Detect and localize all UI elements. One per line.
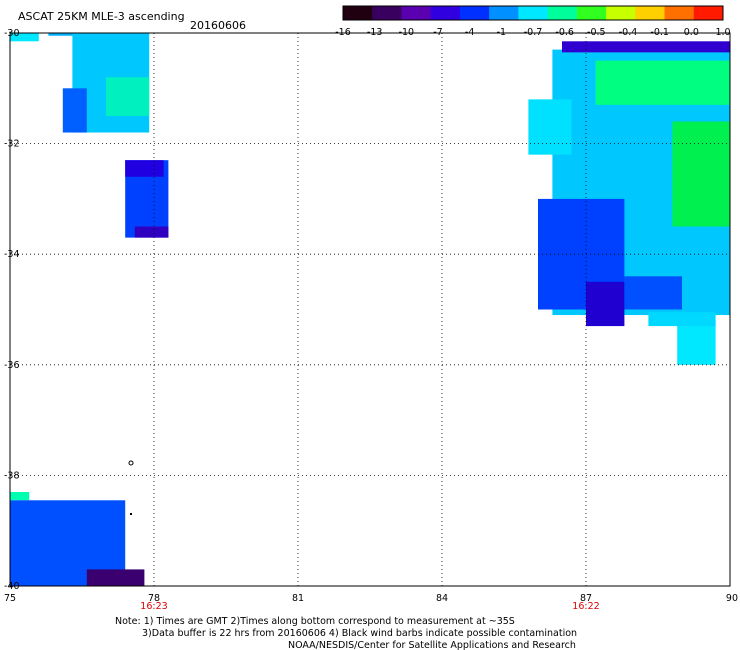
colorbar-swatch xyxy=(343,6,373,20)
colorbar-swatch xyxy=(430,6,461,20)
swath-sw-cyan xyxy=(10,491,30,501)
swath-east-blue2 xyxy=(624,276,682,310)
colorbar-swatch xyxy=(401,6,432,20)
colorbar-swatch xyxy=(372,6,402,20)
product-date: 20160606 xyxy=(190,19,246,32)
lat-lon-grid xyxy=(10,33,730,586)
longitude-label: 87 xyxy=(580,593,592,604)
pass-time-label: 16:23 xyxy=(140,601,167,612)
swath-east-tail xyxy=(677,320,716,365)
colorbar-swatch xyxy=(518,6,549,20)
swath-east-top xyxy=(562,41,730,53)
map-plot-area: -30-32-34-36-38-40 75 78 81 84 87 90 16:23 16:… xyxy=(4,28,738,612)
pass-time-labels: 16:23 16:22 xyxy=(140,601,599,612)
colorbar-swatch xyxy=(693,6,724,20)
longitude-label: 78 xyxy=(148,593,160,604)
longitude-label: 90 xyxy=(726,593,738,604)
colorbar-swatch xyxy=(459,6,490,20)
colorbar-frame xyxy=(342,5,724,21)
wind-swaths xyxy=(10,33,730,586)
colorbar xyxy=(342,5,724,21)
colorbar-swatch xyxy=(576,6,607,20)
map-frame xyxy=(9,32,731,587)
swath-east-green xyxy=(595,60,730,105)
latitude-label: -40 xyxy=(4,581,20,592)
swath-east-purple xyxy=(586,281,625,327)
latitude-label: -34 xyxy=(4,249,20,260)
latitude-label: -38 xyxy=(4,470,20,481)
swath-east-tail2 xyxy=(648,312,716,327)
pass-time-label: 16:22 xyxy=(572,601,599,612)
wind-barb-marker xyxy=(128,460,134,466)
swath-east-green2 xyxy=(672,121,730,227)
footer-note-line1: Note: 1) Times are GMT 2)Times along bot… xyxy=(115,616,515,627)
longitude-label: 84 xyxy=(436,593,448,604)
swath-nw-green xyxy=(106,77,150,116)
latitude-label: -32 xyxy=(4,139,20,150)
colorbar-swatch xyxy=(606,6,636,20)
longitude-labels: 75 78 81 84 87 90 xyxy=(4,593,738,604)
swath-sw-dark xyxy=(86,569,145,586)
colorbar-swatch xyxy=(489,6,519,20)
latitude-label: -30 xyxy=(4,28,20,39)
colorbar-swatch xyxy=(547,6,578,20)
swath-nw-left xyxy=(62,88,87,133)
colorbar-swatch xyxy=(635,6,666,20)
latitude-label: -36 xyxy=(4,360,20,371)
swath-nw-strip xyxy=(10,33,39,42)
product-title: ASCAT 25KM MLE-3 ascending xyxy=(18,10,185,23)
footer-note-line2: 3)Data buffer is 22 hrs from 20160606 4)… xyxy=(142,628,577,639)
colorbar-swatch xyxy=(664,6,695,20)
longitude-label: 81 xyxy=(292,593,304,604)
swath-mid-bottom xyxy=(134,226,169,238)
wind-barb-marker xyxy=(130,513,132,515)
footer-credit: NOAA/NESDIS/Center for Satellite Applica… xyxy=(288,640,576,650)
longitude-label: 75 xyxy=(4,593,16,604)
contamination-barbs xyxy=(128,460,134,515)
swath-mid-top xyxy=(125,160,164,177)
latitude-labels: -30 -32 -34 -36 -38 -40 xyxy=(4,28,20,592)
swath-east-westpatch xyxy=(528,99,572,155)
